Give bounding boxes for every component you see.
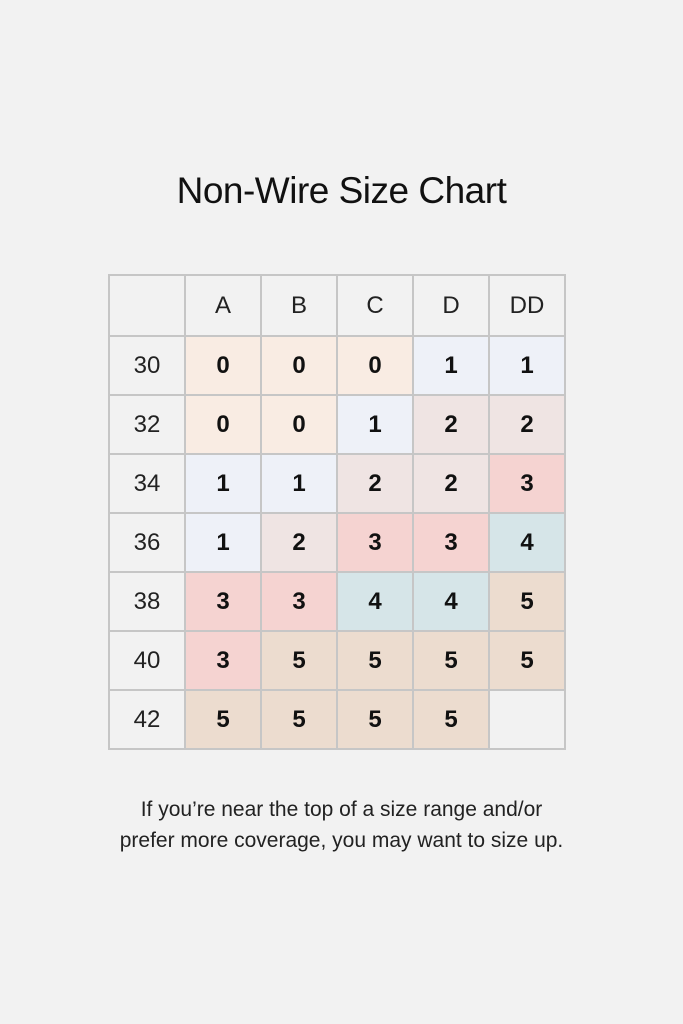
size-cell: 5 bbox=[412, 630, 490, 691]
size-cell: 3 bbox=[336, 512, 414, 573]
note-line: prefer more coverage, you may want to si… bbox=[119, 829, 564, 852]
band-label: 34 bbox=[108, 453, 186, 514]
size-cell: 5 bbox=[260, 630, 338, 691]
band-label: 32 bbox=[108, 394, 186, 455]
size-chart-table: A B C D DD 30 0 0 0 1 1 32 0 0 1 2 2 34 1 1 2 2 3 36 1 2 3 3 4 38 3 3 4 4… bbox=[108, 274, 566, 750]
size-cell: 5 bbox=[488, 571, 566, 632]
size-cell: 3 bbox=[184, 571, 262, 632]
band-label: 42 bbox=[108, 689, 186, 750]
size-cell: 2 bbox=[336, 453, 414, 514]
size-cell: 1 bbox=[412, 335, 490, 396]
size-cell: 2 bbox=[260, 512, 338, 573]
size-cell: 5 bbox=[336, 689, 414, 750]
size-cell: 0 bbox=[260, 394, 338, 455]
size-cell: 1 bbox=[488, 335, 566, 396]
size-cell: 1 bbox=[336, 394, 414, 455]
size-cell: 2 bbox=[488, 394, 566, 455]
size-cell: 3 bbox=[412, 512, 490, 573]
header-row: A B C D DD bbox=[108, 274, 566, 337]
size-cell: 0 bbox=[260, 335, 338, 396]
size-cell: 1 bbox=[260, 453, 338, 514]
size-cell: 0 bbox=[184, 394, 262, 455]
size-cell: 4 bbox=[412, 571, 490, 632]
cup-header: D bbox=[412, 274, 490, 337]
size-cell: 0 bbox=[336, 335, 414, 396]
sizing-note: If you’re near the top of a size range a… bbox=[0, 794, 683, 856]
size-cell bbox=[488, 689, 566, 750]
size-cell: 1 bbox=[184, 453, 262, 514]
table-row: 36 1 2 3 3 4 bbox=[108, 512, 566, 573]
size-cell: 3 bbox=[260, 571, 338, 632]
corner-cell bbox=[108, 274, 186, 337]
band-label: 38 bbox=[108, 571, 186, 632]
size-cell: 2 bbox=[412, 394, 490, 455]
size-cell: 5 bbox=[488, 630, 566, 691]
size-cell: 4 bbox=[336, 571, 414, 632]
note-line: If you’re near the top of a size range a… bbox=[140, 798, 543, 821]
table-row: 34 1 1 2 2 3 bbox=[108, 453, 566, 514]
page-title: Non-Wire Size Chart bbox=[176, 170, 507, 211]
table-row: 38 3 3 4 4 5 bbox=[108, 571, 566, 632]
cup-header: DD bbox=[488, 274, 566, 337]
cup-header: B bbox=[260, 274, 338, 337]
size-cell: 4 bbox=[488, 512, 566, 573]
size-cell: 3 bbox=[488, 453, 566, 514]
table-row: 32 0 0 1 2 2 bbox=[108, 394, 566, 455]
size-cell: 5 bbox=[260, 689, 338, 750]
size-cell: 0 bbox=[184, 335, 262, 396]
band-label: 36 bbox=[108, 512, 186, 573]
size-cell: 3 bbox=[184, 630, 262, 691]
band-label: 40 bbox=[108, 630, 186, 691]
table-row: 42 5 5 5 5 bbox=[108, 689, 566, 750]
cup-header: C bbox=[336, 274, 414, 337]
size-cell: 2 bbox=[412, 453, 490, 514]
table-row: 40 3 5 5 5 5 bbox=[108, 630, 566, 691]
cup-header: A bbox=[184, 274, 262, 337]
size-cell: 1 bbox=[184, 512, 262, 573]
table-row: 30 0 0 0 1 1 bbox=[108, 335, 566, 396]
band-label: 30 bbox=[108, 335, 186, 396]
size-cell: 5 bbox=[336, 630, 414, 691]
size-cell: 5 bbox=[184, 689, 262, 750]
size-cell: 5 bbox=[412, 689, 490, 750]
